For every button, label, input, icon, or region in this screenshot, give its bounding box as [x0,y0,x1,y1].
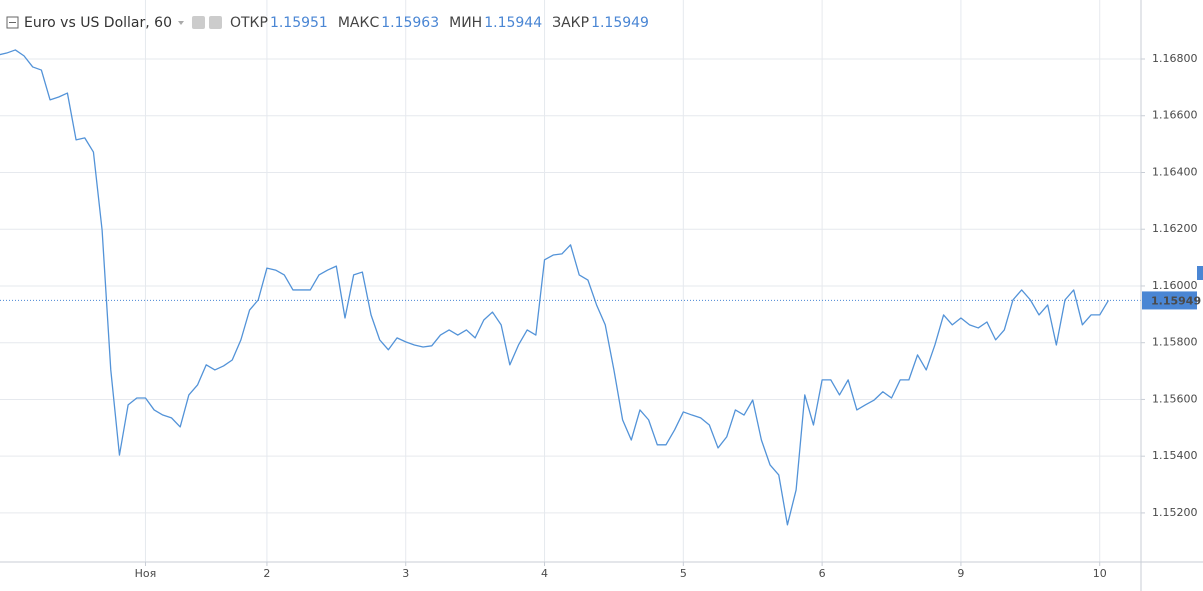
x-tick-label: 3 [402,567,409,580]
y-tick-label: 1.15800 [1152,336,1198,349]
y-axis: 1.15200 1.15400 1.15600 1.15800 1.16000 1.162… [1141,52,1201,519]
dropdown-icon [177,21,184,25]
y-tick-label: 1.16200 [1152,222,1198,235]
price-line [0,49,1109,526]
ohlc-label: ОТКР [230,15,268,31]
y-tick-label: 1.16400 [1152,165,1198,178]
ohlc-value: 1.15963 [381,15,439,31]
x-tick-label: Ноя [135,567,157,580]
ohlc-label: ЗАКР [552,15,589,31]
grid [0,0,1141,562]
scroll-marker [1197,266,1203,280]
plot [0,49,1141,526]
ohlc-value: 1.15949 [591,15,649,31]
y-tick-label: 1.15600 [1152,392,1198,405]
ohlc-value: 1.15951 [270,15,328,31]
close-icon [208,16,222,29]
ohlc-label: МАКС [338,15,380,31]
x-tick-label: 2 [263,567,270,580]
x-tick-label: 4 [541,567,548,580]
header: Euro vs US Dollar, 60 ОТКР 1.15951 МАКС 1.1… [6,15,649,31]
settings-icon [191,16,205,29]
chart-title: Euro vs US Dollar, 60 [24,15,172,31]
last-price-box [1142,291,1197,310]
x-axis: Ноя 2 3 4 5 6 9 10 [135,562,1107,580]
y-tick-label: 1.16800 [1152,52,1198,65]
x-tick-label: 9 [957,567,964,580]
y-tick-label: 1.15200 [1152,506,1198,519]
y-tick-label: 1.15400 [1152,449,1198,462]
x-tick-label: 10 [1093,567,1107,580]
ohlc-value: 1.15944 [484,15,542,31]
collapse-icon[interactable] [6,16,19,29]
last-price-label: 1.15949 [1151,294,1201,307]
x-tick-label: 6 [819,567,826,580]
x-tick-label: 5 [680,567,687,580]
y-tick-label: 1.16000 [1152,279,1198,292]
y-tick-label: 1.16600 [1152,109,1198,122]
ohlc-label: МИН [449,15,482,31]
